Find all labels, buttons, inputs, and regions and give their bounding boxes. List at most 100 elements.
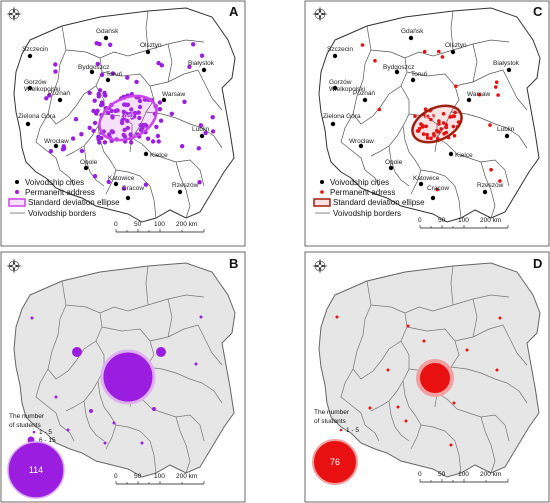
address-point [53,62,58,67]
city-label-lodz: Łódź [425,113,439,120]
address-point [123,102,129,108]
city-dot [125,195,131,201]
address-point [87,125,92,130]
city-label-olsztyn: Olsztyn [445,42,467,49]
address-point [199,53,205,58]
scale-label-200: 200 km [480,217,501,224]
student-count-symbols-b [30,315,203,445]
city-dot [410,77,416,83]
address-point [102,140,108,145]
address-point [87,90,92,96]
address-point [48,149,54,154]
city-dot [27,85,33,91]
legend-a-cities: Voivodship cities [25,178,84,187]
city-label-rzeszow: Rzeszów [477,182,504,189]
address-point [210,115,215,120]
address-point [425,136,430,140]
city-dot [506,67,512,73]
permanent-address-points-c [360,43,502,192]
student-count-circle [495,368,499,372]
student-count-circle [335,315,339,319]
student-count-circle [140,441,144,445]
scale-label-0: 0 [114,221,118,228]
legend-d: The number of students 1 - 5 76 [312,409,359,485]
address-point [440,55,445,59]
scale-bar-d: 0 50 100 200 km [418,471,509,483]
city-dot [25,121,31,127]
scale-bar-b: 0 50 100 200 km [114,473,205,485]
legend-b-title-line1: The number [9,413,45,420]
city-label-szczecin: Szczecin [327,46,353,53]
address-point [452,133,457,138]
city-dot [448,151,454,157]
city-label-poznan: Poznań [48,90,70,97]
city-label-zielona: Zielona Góra [18,113,56,120]
address-point [437,130,441,134]
address-point [113,108,118,114]
address-point [106,132,112,137]
legend-d-small-marker [339,428,343,432]
legend-c: Voivodship cities Permanent adress Stand… [313,178,425,218]
legend-c-address: Permanent adress [330,188,395,197]
panel-d-map: D The number of students 1 - 5 76 0 50 1… [304,251,550,503]
legend-d-title-line2: of students [314,418,347,425]
city-label-gdansk: Gdańsk [96,28,119,35]
city-dot [394,69,400,75]
student-count-circle [112,421,116,425]
address-point [47,93,52,98]
panel-d-letter: D [533,256,542,271]
legend-b-label-6-15: 6 - 15 [39,437,56,444]
address-point [122,134,128,139]
address-point [496,93,500,97]
city-label-katowice: Katowice [108,175,135,182]
legend-b-large-marker [7,441,65,499]
city-dot [430,195,436,201]
address-point [422,49,427,54]
scale-label-0: 0 [114,473,118,480]
city-label-cracow: Cracow [122,185,144,192]
city-label-wroclaw: Wrocław [44,138,69,145]
address-point [119,120,125,126]
city-label-wroclaw: Wrocław [349,138,374,145]
legend-city-marker [15,180,19,184]
scale-bar-c: 0 50 100 200 km [418,217,509,229]
address-point [373,59,377,63]
city-dot [504,133,510,139]
city-label-bialystok: Białystok [493,60,520,67]
city-dot [408,35,414,41]
address-point [453,110,457,115]
address-point [143,182,149,187]
address-point [157,100,163,105]
scale-label-100: 100 [458,471,469,478]
address-point [489,167,493,172]
address-point [91,108,96,114]
compass-icon [6,258,22,274]
city-dot [105,77,111,83]
legend-b: The number of students 1 - 5 6 - 15 114 [7,413,65,499]
student-count-circle [396,405,400,409]
student-count-circle [368,406,372,410]
address-point [419,122,423,126]
address-point [125,118,130,124]
legend-b-title-line2: of students [9,422,42,429]
address-point [444,130,449,135]
student-count-circle [465,348,469,352]
address-point [125,75,130,80]
legend-c-cities: Voivodship cities [330,178,389,187]
address-point [488,123,492,127]
address-point [444,123,449,127]
address-point [182,99,187,105]
student-count-circle [422,339,426,343]
address-point [97,140,102,145]
address-point [158,118,164,123]
city-label-gorzow1: Gorzów [329,79,352,86]
address-point [494,85,498,89]
city-dot [143,151,149,157]
student-count-circle [66,428,70,432]
scale-label-100: 100 [154,473,165,480]
address-point [99,135,104,141]
address-point [106,179,112,185]
city-label-gorzow2: Wielkopolski [24,86,60,93]
address-point [126,113,131,118]
